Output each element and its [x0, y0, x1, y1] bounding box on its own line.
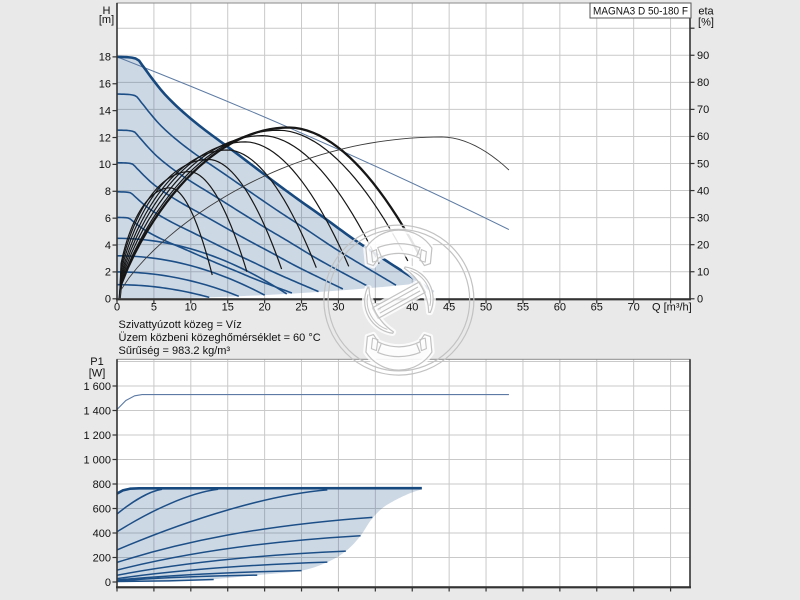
svg-text:70: 70: [628, 302, 640, 314]
svg-text:8: 8: [105, 186, 111, 198]
svg-text:14: 14: [99, 105, 111, 117]
svg-text:40: 40: [697, 185, 709, 197]
svg-text:1 200: 1 200: [83, 430, 111, 442]
svg-text:400: 400: [93, 528, 111, 540]
svg-text:65: 65: [591, 302, 603, 314]
svg-text:10: 10: [185, 302, 197, 314]
svg-text:12: 12: [99, 132, 111, 144]
svg-text:18: 18: [99, 52, 111, 64]
svg-text:600: 600: [93, 503, 111, 515]
svg-text:6: 6: [105, 213, 111, 225]
svg-text:50: 50: [697, 158, 709, 170]
svg-text:60: 60: [554, 302, 566, 314]
svg-text:60: 60: [697, 131, 709, 143]
svg-text:80: 80: [697, 77, 709, 89]
svg-text:50: 50: [480, 302, 492, 314]
svg-text:Üzem közbeni közeghőmérséklet: Üzem közbeni közeghőmérséklet = 60 °C: [119, 332, 321, 344]
svg-text:10: 10: [99, 159, 111, 171]
svg-text:0: 0: [105, 294, 111, 306]
svg-text:[%]: [%]: [698, 17, 714, 29]
svg-text:20: 20: [697, 239, 709, 251]
svg-text:Q [m³/h]: Q [m³/h]: [652, 302, 692, 314]
svg-text:0: 0: [697, 294, 703, 306]
svg-text:55: 55: [517, 302, 529, 314]
svg-text:[m]: [m]: [99, 14, 114, 26]
svg-text:16: 16: [99, 79, 111, 91]
svg-text:30: 30: [697, 212, 709, 224]
svg-text:30: 30: [332, 302, 344, 314]
svg-text:800: 800: [93, 479, 111, 491]
svg-text:15: 15: [222, 302, 234, 314]
svg-text:5: 5: [151, 302, 157, 314]
svg-text:MAGNA3 D 50-180 F: MAGNA3 D 50-180 F: [593, 5, 688, 17]
svg-text:200: 200: [93, 552, 111, 564]
svg-text:[W]: [W]: [89, 367, 106, 379]
svg-text:2: 2: [105, 267, 111, 279]
svg-text:H: H: [103, 5, 111, 17]
svg-text:Szivattyúzott közeg = Víz: Szivattyúzott közeg = Víz: [119, 319, 242, 331]
svg-text:90: 90: [697, 50, 709, 62]
svg-text:10: 10: [697, 267, 709, 279]
svg-text:1 000: 1 000: [83, 454, 111, 466]
svg-text:0: 0: [114, 302, 120, 314]
svg-text:Sűrűség = 983.2 kg/m³: Sűrűség = 983.2 kg/m³: [119, 345, 231, 357]
svg-text:eta: eta: [698, 6, 714, 18]
svg-text:20: 20: [258, 302, 270, 314]
svg-text:40: 40: [406, 302, 418, 314]
svg-text:0: 0: [105, 577, 111, 589]
svg-text:1 400: 1 400: [83, 405, 111, 417]
svg-text:1 600: 1 600: [83, 381, 111, 393]
svg-text:70: 70: [697, 104, 709, 116]
svg-text:4: 4: [105, 240, 111, 252]
svg-text:P1: P1: [90, 356, 103, 368]
svg-text:25: 25: [295, 302, 307, 314]
svg-text:45: 45: [443, 302, 455, 314]
